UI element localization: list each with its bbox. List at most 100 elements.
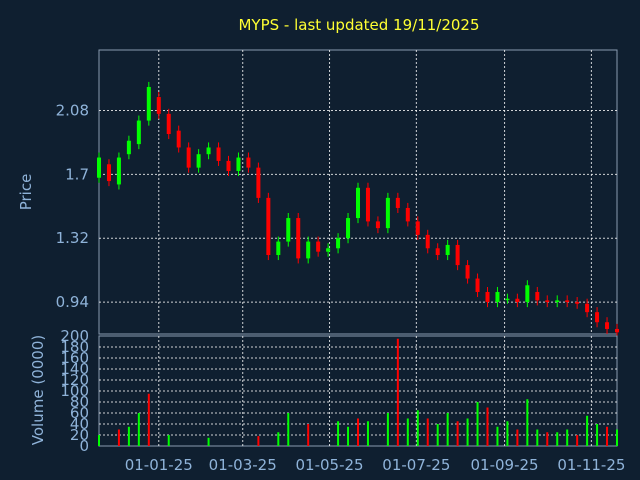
volume-bar xyxy=(307,424,310,446)
price-candle xyxy=(226,160,231,171)
volume-bar xyxy=(117,429,120,446)
price-candle xyxy=(555,300,560,303)
volume-bar xyxy=(147,393,150,446)
price-candle xyxy=(545,300,550,303)
volume-bar xyxy=(516,429,519,446)
price-candle xyxy=(475,278,480,292)
volume-bar xyxy=(456,421,459,446)
volume-y-tick-label: 100 xyxy=(60,382,89,400)
price-candle xyxy=(505,298,510,301)
price-candle xyxy=(326,248,331,252)
price-candle xyxy=(435,248,440,256)
volume-bar xyxy=(616,429,618,446)
price-candle xyxy=(266,197,271,256)
x-tick-label: 01-07-25 xyxy=(382,456,450,474)
x-tick-label: 01-03-25 xyxy=(209,456,277,474)
volume-bar xyxy=(167,435,170,446)
price-candle xyxy=(166,113,171,135)
price-candle xyxy=(156,97,161,114)
price-candle xyxy=(97,157,101,178)
volume-bar xyxy=(416,410,419,446)
volume-bar xyxy=(257,436,260,446)
price-candle xyxy=(236,157,241,171)
price-candle xyxy=(256,167,261,198)
price-y-tick-label: 0.94 xyxy=(56,293,89,311)
volume-y-tick-label: 140 xyxy=(60,360,89,378)
volume-y-tick-label: 80 xyxy=(70,393,89,411)
volume-y-tick-label: 40 xyxy=(70,415,89,433)
volume-bar xyxy=(526,399,529,446)
volume-y-tick-label: 20 xyxy=(70,426,89,444)
price-candle xyxy=(356,187,360,219)
volume-bar xyxy=(546,432,549,446)
volume-bar xyxy=(486,407,489,446)
volume-axis-label: Volume (0000) xyxy=(29,335,47,445)
volume-bar xyxy=(446,413,449,446)
price-y-tick-label: 1.7 xyxy=(65,165,89,183)
price-candle xyxy=(535,291,540,301)
price-candles xyxy=(97,81,619,338)
price-candle xyxy=(445,244,450,256)
volume-bar xyxy=(496,426,499,446)
price-candle xyxy=(585,303,590,313)
volume-bar xyxy=(98,435,100,446)
volume-y-tick-label: 60 xyxy=(70,404,89,422)
price-candle xyxy=(495,291,500,303)
volume-bar xyxy=(466,418,469,446)
price-candle xyxy=(465,265,470,279)
price-candle xyxy=(296,218,301,259)
price-candle xyxy=(365,187,370,222)
price-candle xyxy=(116,157,121,185)
price-y-tick-label: 1.32 xyxy=(56,229,89,247)
price-candle xyxy=(186,147,191,168)
volume-bar xyxy=(396,338,399,446)
volume-y-tick-label: 200 xyxy=(60,327,89,345)
volume-bar xyxy=(506,421,509,446)
price-candle xyxy=(375,221,380,229)
price-plot-frame xyxy=(98,49,618,335)
volume-y-tick-label: 120 xyxy=(60,371,89,389)
price-candle xyxy=(216,147,221,161)
price-candle xyxy=(346,218,351,239)
price-candle xyxy=(605,322,610,329)
price-candle xyxy=(276,241,281,256)
price-candle xyxy=(595,312,600,323)
price-candle xyxy=(206,147,211,155)
x-tick-label: 01-11-25 xyxy=(557,456,625,474)
price-candle xyxy=(615,328,619,333)
price-candle xyxy=(336,238,341,249)
volume-bar xyxy=(337,421,340,446)
price-candle xyxy=(136,120,141,145)
volume-y-tick-label: 0 xyxy=(79,437,89,455)
volume-bar xyxy=(127,426,130,446)
volume-bar xyxy=(576,435,579,446)
price-candle xyxy=(425,234,430,249)
volume-y-tick-label: 180 xyxy=(60,338,89,356)
volume-bar xyxy=(596,424,599,446)
price-y-tick-label: 2.08 xyxy=(56,101,89,119)
price-candle xyxy=(515,298,520,303)
x-axis: 01-01-25 01-03-25 01-05-25 01-07-25 01-09-25… xyxy=(125,456,626,474)
volume-bar xyxy=(476,402,479,446)
volume-bar xyxy=(536,429,539,446)
price-candle xyxy=(405,207,410,222)
volume-bar xyxy=(406,418,409,446)
volume-bar xyxy=(277,432,280,446)
x-tick-label: 01-05-25 xyxy=(295,456,363,474)
volume-bar xyxy=(556,432,559,446)
price-candle xyxy=(126,140,131,155)
price-candle xyxy=(196,154,201,168)
volume-bar xyxy=(357,418,359,446)
x-tick-label: 01-09-25 xyxy=(471,456,539,474)
chart-title: MYPS - last updated 19/11/2025 xyxy=(238,16,479,34)
price-candle xyxy=(455,244,460,266)
volume-y-tick-label: 160 xyxy=(60,349,89,367)
price-candle xyxy=(176,130,181,148)
price-axis-label: Price xyxy=(17,174,35,211)
volume-bar xyxy=(426,418,429,446)
volume-bar xyxy=(586,415,589,446)
volume-bar xyxy=(347,426,350,446)
price-candle xyxy=(385,197,390,229)
